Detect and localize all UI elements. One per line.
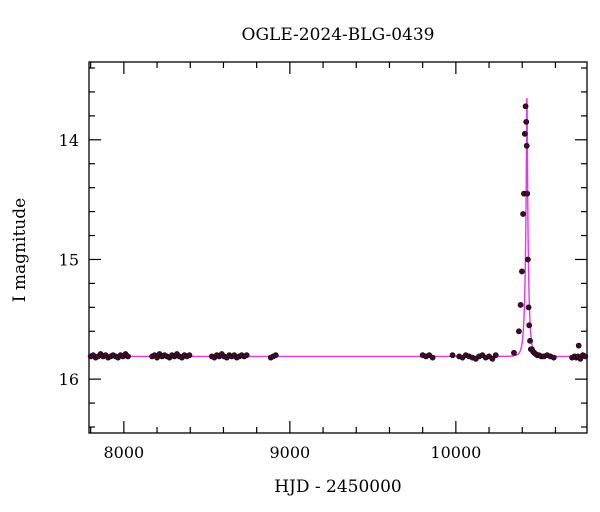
data-point [520,211,526,217]
data-point [519,268,525,275]
data-point [550,354,557,361]
data-point [449,352,456,359]
x-axis-label: HJD - 2450000 [274,477,402,497]
data-point [511,349,517,356]
x-tick-label: 9000 [270,443,311,462]
axis-ticks [89,62,587,433]
data-point [125,353,131,360]
data-point [186,352,193,359]
y-tick-label: 16 [59,370,79,389]
y-tick-label: 14 [59,131,79,150]
data-point [492,352,499,359]
data-point [582,353,589,360]
data-point [517,302,524,308]
data-point [527,337,533,344]
model-curve [89,97,587,358]
data-point [525,304,532,311]
data-points [87,103,589,362]
plot-frame [88,61,588,434]
tick-labels: 8000 9000 10000 14 15 16 [59,131,482,462]
data-point [272,352,279,359]
data-point [523,142,530,149]
data-point [524,190,531,197]
x-tick-label: 10000 [430,443,481,462]
data-point [525,256,531,263]
x-tick-label: 8000 [104,443,145,462]
data-point [575,342,582,349]
chart-title: OGLE-2024-BLG-0439 [242,25,435,45]
data-point [516,328,522,335]
data-point [521,130,528,137]
data-point [522,103,529,110]
data-point [489,355,496,362]
data-point [243,352,250,359]
y-tick-label: 15 [59,250,79,269]
data-point [526,322,533,329]
data-point [523,118,530,125]
y-axis-label: I magnitude [10,198,30,302]
data-point [429,354,436,361]
